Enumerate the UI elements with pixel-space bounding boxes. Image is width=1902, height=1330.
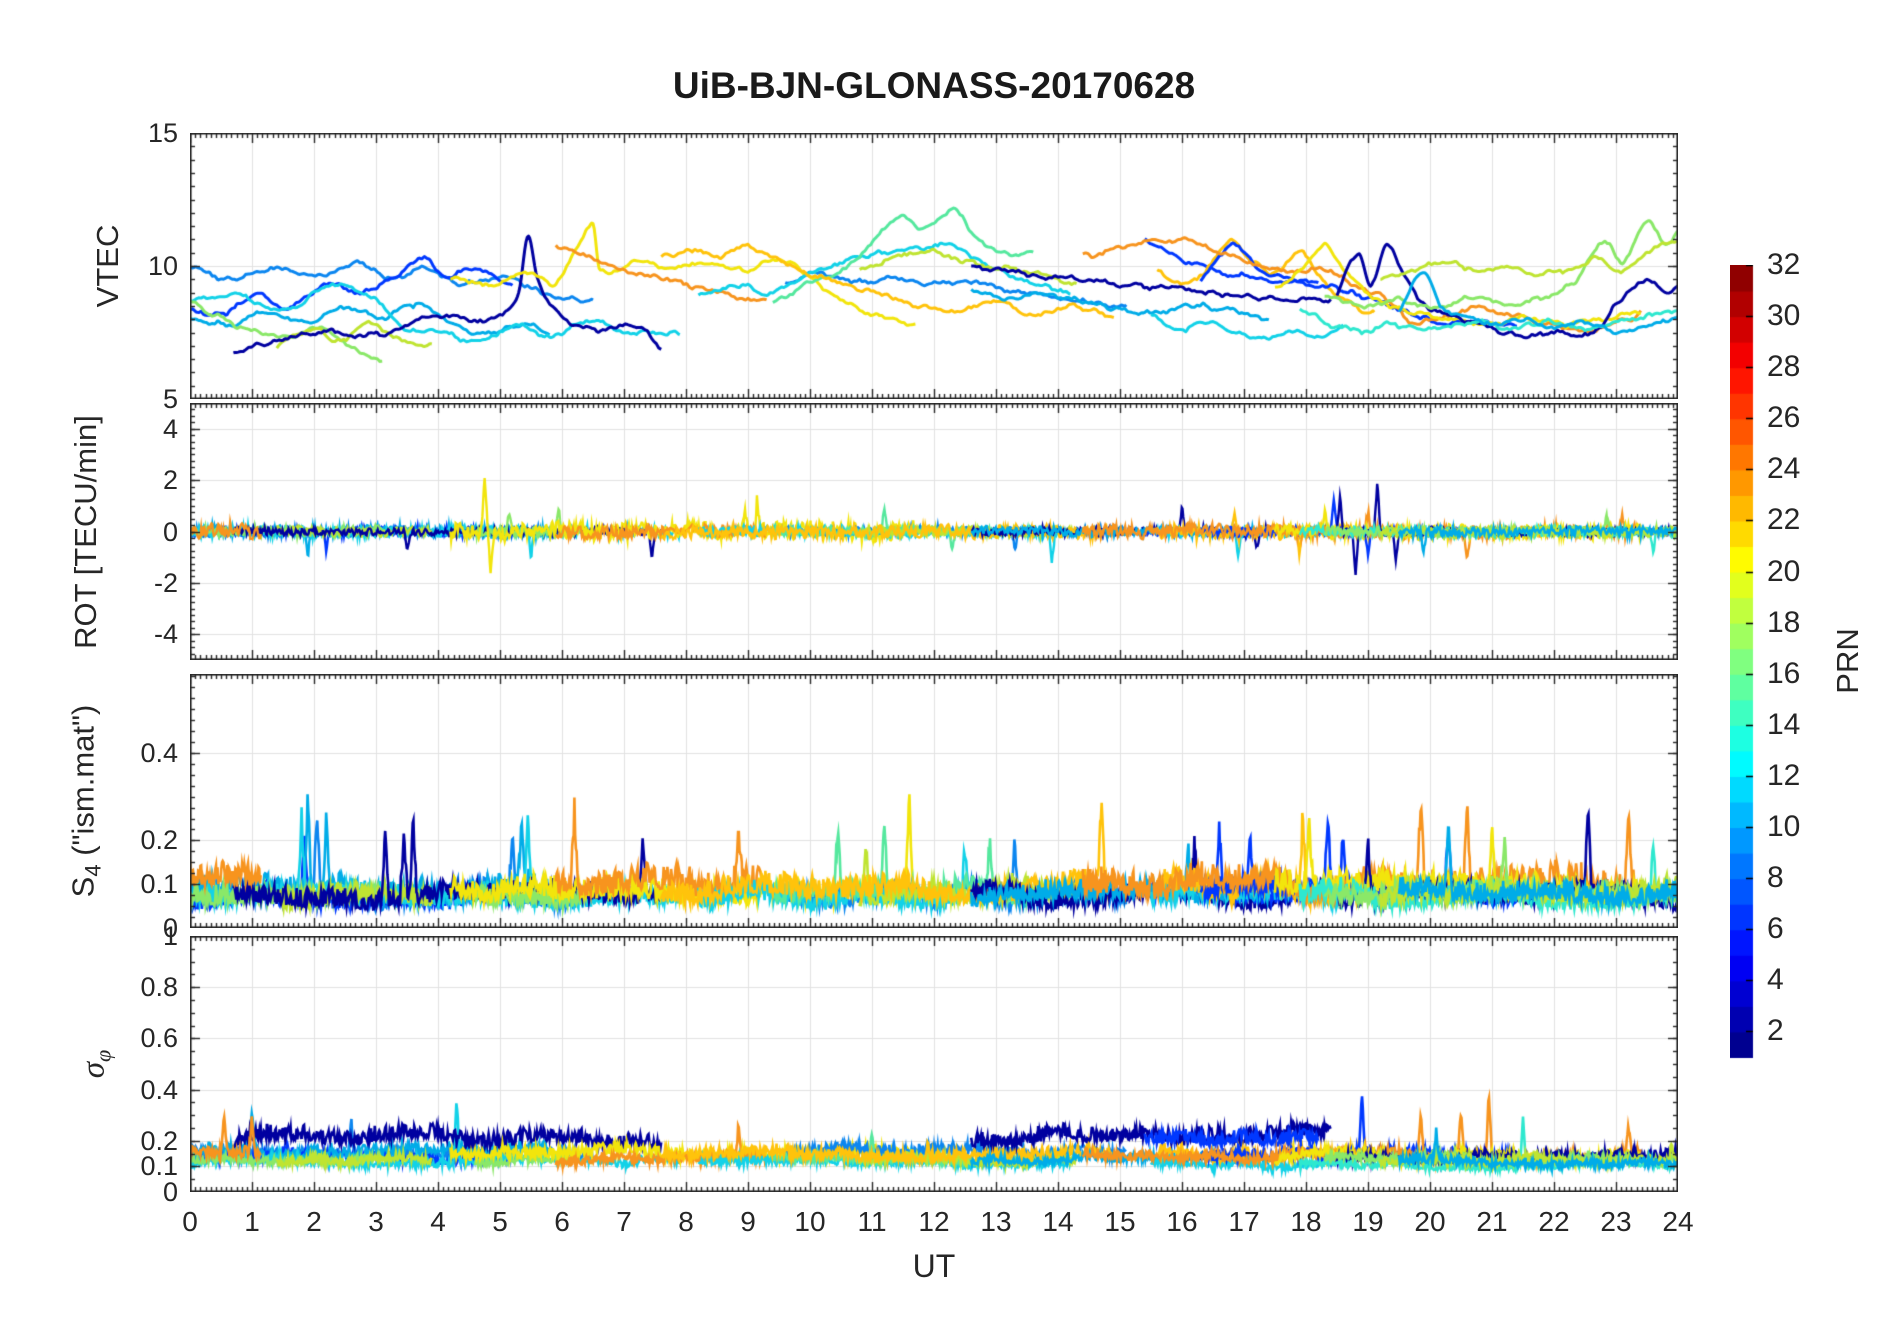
colorbar-tick-label: 28 — [1767, 350, 1801, 383]
colorbar-tick-label: 12 — [1767, 759, 1801, 792]
vtec-plot-area — [190, 133, 1678, 399]
y-tick-label: 0.2 — [140, 1126, 178, 1156]
x-tick-label: 19 — [1352, 1206, 1384, 1237]
y-tick-label: -4 — [153, 619, 178, 649]
y-tick-label: 5 — [162, 384, 178, 414]
x-tick-label: 23 — [1600, 1206, 1632, 1237]
x-tick-label: 21 — [1476, 1206, 1508, 1237]
colorbar-tick-label: 26 — [1767, 401, 1801, 434]
y-tick-label: -2 — [153, 568, 178, 598]
x-tick-label: 14 — [1042, 1206, 1074, 1237]
y-tick-label: 0.1 — [140, 1151, 178, 1181]
x-tick-label: 2 — [306, 1206, 322, 1237]
colorbar-tick-label: 14 — [1767, 708, 1801, 741]
y-tick-label: 0.4 — [140, 1075, 178, 1105]
x-tick-label: 24 — [1662, 1206, 1694, 1237]
x-tick-label: 12 — [918, 1206, 950, 1237]
prn-colorbar — [1730, 265, 1765, 1059]
y-tick-label: 10 — [147, 251, 178, 281]
y-tick-label: 1 — [162, 921, 178, 951]
colorbar-tick-label: 8 — [1767, 861, 1784, 894]
x-tick-label: 15 — [1104, 1206, 1136, 1237]
colorbar-tick-label: 20 — [1767, 555, 1801, 588]
rot-plot-area — [190, 403, 1678, 660]
x-tick-label: 4 — [430, 1206, 446, 1237]
y-tick-label: 0.4 — [140, 738, 178, 768]
colorbar-tick-label: 4 — [1767, 963, 1784, 996]
x-axis-label: UT — [912, 1248, 956, 1284]
y-tick-label: 4 — [162, 414, 178, 444]
sigma-phi-axis-label: σφ — [75, 1049, 116, 1079]
x-tick-label: 20 — [1414, 1206, 1446, 1237]
x-tick-label: 7 — [616, 1206, 632, 1237]
y-tick-label: 0 — [162, 913, 178, 943]
colorbar-tick-label: 6 — [1767, 912, 1784, 945]
y-tick-label: 0.2 — [140, 825, 178, 855]
y-tick-label: 0.6 — [140, 1023, 178, 1053]
x-tick-label: 17 — [1228, 1206, 1260, 1237]
chart-title: UiB-BJN-GLONASS-20170628 — [672, 65, 1196, 106]
colorbar-tick-label: 22 — [1767, 503, 1801, 536]
sigma-phi-plot-area — [190, 936, 1678, 1192]
y-tick-label: 2 — [162, 465, 178, 495]
x-tick-label: 6 — [554, 1206, 570, 1237]
colorbar-tick-label: 32 — [1767, 248, 1801, 281]
colorbar-tick-label: 10 — [1767, 810, 1801, 843]
y-tick-label: 0.1 — [140, 869, 178, 899]
y-tick-label: 15 — [147, 118, 178, 148]
x-tick-label: 3 — [368, 1206, 384, 1237]
x-tick-label: 16 — [1166, 1206, 1198, 1237]
x-tick-label: 22 — [1538, 1206, 1570, 1237]
x-tick-label: 1 — [244, 1206, 260, 1237]
colorbar-tick-label: 24 — [1767, 452, 1801, 485]
y-tick-label: 0 — [162, 517, 178, 547]
colorbar-tick-label: 16 — [1767, 657, 1801, 690]
y-tick-label: 0 — [162, 1177, 178, 1207]
colorbar-tick-label: 2 — [1767, 1014, 1784, 1047]
x-tick-label: 5 — [492, 1206, 508, 1237]
colorbar-tick-label: 30 — [1767, 299, 1801, 332]
x-tick-label: 8 — [678, 1206, 694, 1237]
x-tick-label: 9 — [740, 1206, 756, 1237]
s4-plot-area — [190, 674, 1678, 928]
x-tick-label: 10 — [794, 1206, 826, 1237]
x-tick-label: 11 — [857, 1206, 887, 1237]
y-tick-label: 0.8 — [140, 972, 178, 1002]
x-tick-label: 13 — [980, 1206, 1012, 1237]
colorbar-tick-label: 18 — [1767, 606, 1801, 639]
x-tick-label: 0 — [182, 1206, 198, 1237]
x-tick-label: 18 — [1290, 1206, 1322, 1237]
